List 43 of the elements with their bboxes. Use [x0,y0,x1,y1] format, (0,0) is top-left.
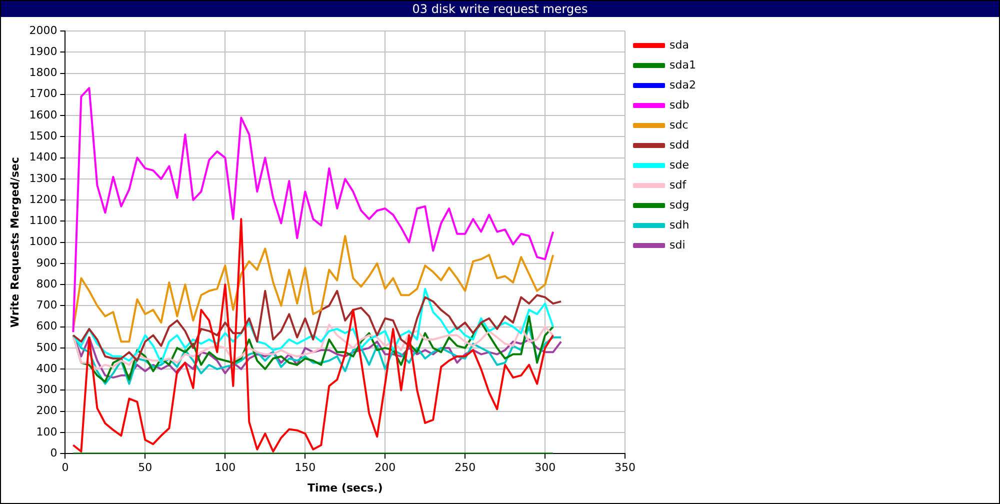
legend-label: sda1 [670,58,696,72]
x-tick-label: 50 [138,461,152,474]
y-tick-label: 1800 [29,66,58,80]
legend-label: sdh [670,218,690,232]
y-tick-label: 1600 [29,108,58,122]
legend-label: sda2 [670,78,696,92]
x-axis-title: Time (secs.) [307,481,383,494]
y-tick-label: 300 [36,383,58,396]
x-tick-label: 0 [62,461,69,474]
y-tick-label: 900 [36,256,58,270]
y-tick-label: 1100 [29,214,58,228]
y-tick-label: 1000 [29,235,58,248]
y-tick-label: 1900 [29,44,58,58]
legend-label: sdc [670,118,688,132]
x-tick-label: 300 [534,461,556,474]
y-tick-label: 400 [36,362,58,375]
legend-label: sdb [670,98,690,112]
x-tick-label: 350 [614,461,636,474]
y-tick-label: 800 [36,277,58,290]
legend-label: sdf [670,178,688,192]
y-tick-label: 0 [50,446,58,460]
legend-label: sdd [670,138,690,152]
x-tick-label: 250 [454,461,476,474]
y-tick-label: 1500 [29,130,58,143]
y-tick-label: 1400 [29,150,58,164]
legend-label: sdg [670,198,690,212]
y-tick-label: 1200 [29,192,58,206]
y-tick-label: 200 [36,404,58,418]
y-tick-label: 600 [36,320,58,333]
y-tick-label: 700 [36,298,58,312]
chart-title: 03 disk write request merges [1,1,999,17]
y-axis-title: Write Requests Merged/sec [8,157,22,328]
x-tick-label: 200 [374,461,396,474]
x-tick-label: 100 [214,461,236,474]
legend-label: sdi [670,238,686,252]
y-tick-label: 1700 [29,87,58,100]
y-tick-label: 100 [36,425,58,438]
legend-label: sde [670,158,690,172]
y-tick-label: 2000 [29,24,58,37]
y-tick-label: 1300 [29,172,58,185]
y-tick-label: 500 [36,340,58,354]
legend-label: sda [670,38,690,52]
x-tick-label: 150 [294,461,316,474]
